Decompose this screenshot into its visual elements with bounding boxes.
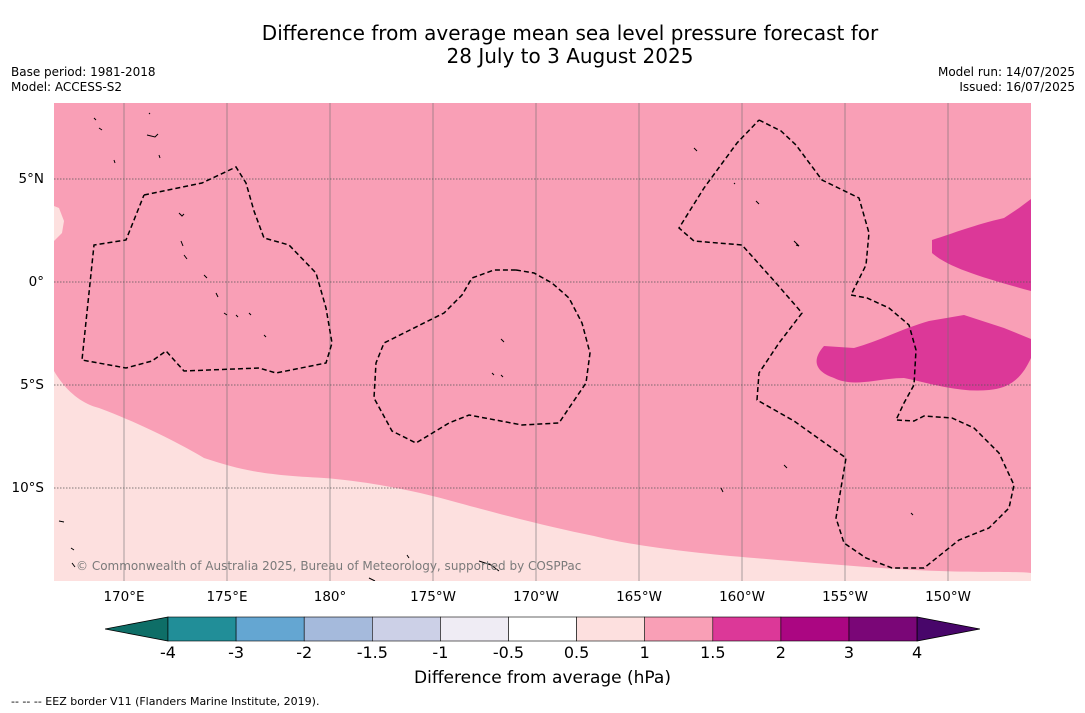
colorbar-title: Difference from average (hPa) [414,668,671,688]
meta-left: Base period: 1981-2018 Model: ACCESS-S2 [11,65,156,95]
anomaly-band-0.5-1-west [54,206,64,241]
colorbar-cell [576,616,646,642]
colorbar-tick-label: 1 [639,643,650,662]
lon-label-155w: 155°W [822,589,868,605]
colorbar-cell [848,616,918,642]
colorbar-cell [371,616,441,642]
map-svg: © Commonwealth of Australia 2025, Bureau… [54,103,1031,581]
lon-label-180: 180° [313,589,347,605]
colorbar-cell [167,616,237,642]
colorbar-cell [235,616,305,642]
lon-label-165w: 165°W [616,589,662,605]
colorbar-tick-label: -3 [228,643,245,662]
colorbar-cell [780,616,850,642]
latitude-lines [54,178,1031,489]
lon-label-150w: 150°W [925,589,971,605]
anomaly-band-0.5-1-south [54,371,1031,581]
lat-label-5n: 5°N [18,171,44,187]
colorbar-tick-label: -1 [432,643,449,662]
colorbar-cell [644,616,714,642]
colorbar-tick-label: 4 [912,643,923,662]
lat-label-10s: 10°S [11,480,45,496]
islands [58,112,914,581]
anomaly-band-1.5-2-central [816,315,1031,391]
lon-label-170w: 170°W [513,589,559,605]
lon-label-160w: 160°W [719,589,765,605]
colorbar-tick-label: -1.5 [356,643,388,662]
map-title: Difference from average mean sea level p… [0,22,1085,68]
eez-legend-note: -- -- -- EEZ border V11 (Flanders Marine… [11,695,320,708]
colorbar-tick-label: -2 [296,643,313,662]
model-run: Model run: 14/07/2025 [937,65,1075,79]
colorbar-tick-label: -0.5 [492,643,525,662]
colorbar-cell [303,616,373,642]
colorbar [105,616,980,642]
lon-label-170e: 170°E [103,589,145,605]
pressure-anomaly-map: © Commonwealth of Australia 2025, Bureau… [54,103,1031,581]
model-name: Model: ACCESS-S2 [11,80,123,94]
colorbar-extend-low [105,616,169,642]
issued-date: Issued: 16/07/2025 [959,80,1075,94]
map-title-line2: 28 July to 3 August 2025 [446,44,694,68]
anomaly-band-1.5-2-east [932,199,1031,291]
colorbar-tick-label: 2 [775,643,786,662]
eez-borders [81,119,1015,569]
colorbar-tick-label: 0.5 [563,643,590,662]
colorbar-tick-label: -4 [160,643,176,662]
colorbar-cell [440,616,509,642]
lat-label-0: 0° [28,274,44,290]
colorbar-cell [712,616,782,642]
colorbar-extend-high [916,616,980,642]
colorbar-tick-label: 1.5 [700,643,726,662]
lon-label-175e: 175°E [206,589,248,605]
meta-right: Model run: 14/07/2025 Issued: 16/07/2025 [938,65,1075,95]
lat-label-5s: 5°S [20,377,44,393]
colorbar-cells [105,616,980,642]
graticule [123,103,949,581]
base-period: Base period: 1981-2018 [11,65,156,79]
colorbar-tick-label: 3 [843,643,855,662]
lon-label-175w: 175°W [410,589,456,605]
copyright-notice: © Commonwealth of Australia 2025, Bureau… [76,559,581,573]
map-title-line1: Difference from average mean sea level p… [261,21,879,45]
colorbar-cell [508,616,577,642]
